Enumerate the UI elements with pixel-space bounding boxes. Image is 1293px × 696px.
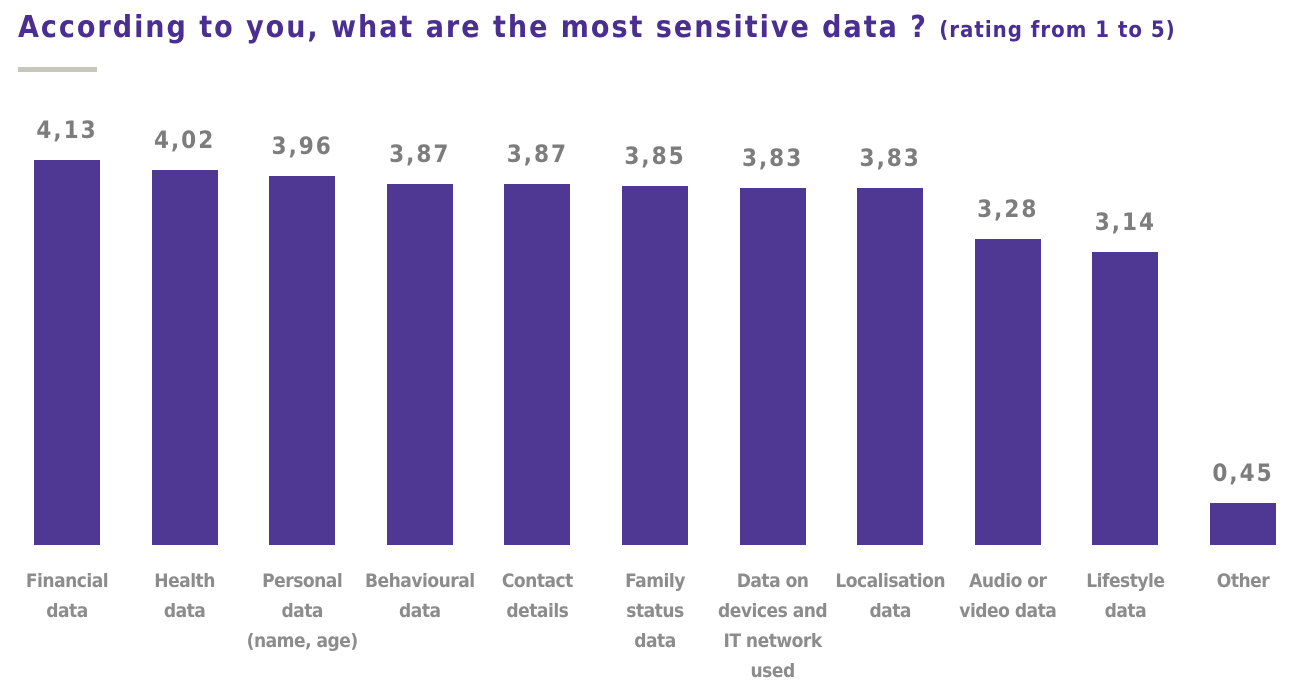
x-tick-label: Personal data (name, age) xyxy=(246,570,359,652)
value-label: 3,14 xyxy=(1094,208,1157,237)
x-tick-label: Health data xyxy=(154,570,215,622)
value-label: 3,96 xyxy=(271,131,333,160)
x-tick-label: Other xyxy=(1216,570,1270,592)
value-label: 4,02 xyxy=(153,126,216,155)
bar xyxy=(622,186,688,545)
bar xyxy=(269,175,336,545)
bar xyxy=(1210,503,1276,545)
x-tick-label: Behavioural data xyxy=(365,570,475,622)
x-tick-label: Financial data xyxy=(25,570,109,622)
bar xyxy=(386,184,453,545)
value-label: 0,45 xyxy=(1212,459,1274,488)
value-label: 3,85 xyxy=(624,142,686,171)
value-label: 3,87 xyxy=(506,140,569,169)
value-label: 3,83 xyxy=(859,143,921,172)
value-label: 3,83 xyxy=(741,143,804,172)
bar xyxy=(857,187,924,545)
chart-title: According to you, what are the most sens… xyxy=(18,10,928,45)
bar xyxy=(974,239,1041,545)
value-label: 3,87 xyxy=(389,140,451,169)
x-tick-label: Family status data xyxy=(625,570,685,652)
value-label: 3,28 xyxy=(977,195,1039,224)
chart-subtitle: (rating from 1 to 5) xyxy=(939,18,1176,43)
x-tick-label: Lifestyle data xyxy=(1086,570,1165,622)
chart-title-block: According to you, what are the most sens… xyxy=(18,10,1176,45)
value-label: 4,13 xyxy=(36,116,98,144)
bar xyxy=(151,170,218,545)
bar xyxy=(34,160,100,545)
bar xyxy=(504,184,571,545)
bar xyxy=(739,187,806,545)
x-tick-label: Localisation data xyxy=(835,570,946,622)
title-underline xyxy=(18,67,97,72)
x-tick-label: Data on devices and IT network used xyxy=(718,570,828,682)
x-tick-label: Audio or video data xyxy=(959,570,1057,622)
bar xyxy=(1092,252,1159,545)
x-tick-label: Contact details xyxy=(501,570,573,622)
